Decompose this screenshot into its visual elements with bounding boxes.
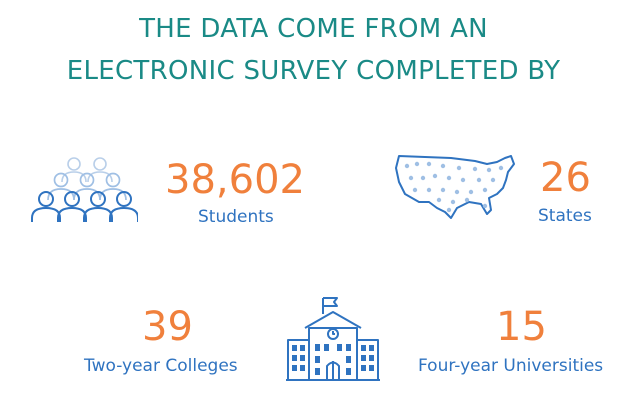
heading-line-2: ELECTRONIC SURVEY COMPLETED BY <box>66 56 561 86</box>
school-building-icon <box>286 297 380 381</box>
people-group-icon <box>31 157 138 222</box>
four-year-label: Four-year Universities <box>418 356 604 376</box>
states-label: States <box>538 206 592 226</box>
two-year-label: Two-year Colleges <box>84 356 238 376</box>
four-year-count: 15 <box>496 304 547 350</box>
students-count: 38,602 <box>165 157 305 203</box>
us-map-icon <box>395 155 515 219</box>
two-year-count: 39 <box>142 304 193 350</box>
states-count: 26 <box>540 155 591 201</box>
heading-line-1: THE DATA COME FROM AN <box>139 14 488 44</box>
students-label: Students <box>198 207 274 227</box>
